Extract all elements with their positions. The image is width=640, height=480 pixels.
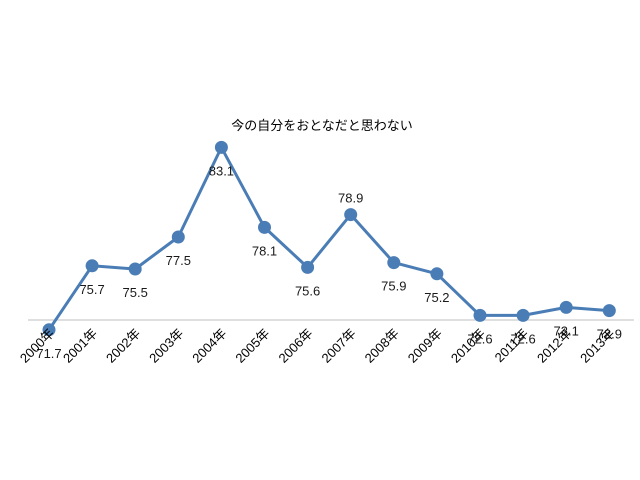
data-point bbox=[344, 208, 358, 222]
data-point bbox=[258, 220, 271, 234]
data-label: 78.9 bbox=[338, 191, 363, 206]
data-point bbox=[171, 230, 185, 244]
data-point bbox=[430, 267, 444, 281]
data-label: 83.1 bbox=[209, 163, 234, 178]
data-point bbox=[473, 308, 487, 322]
data-point bbox=[602, 304, 616, 318]
x-tick-label: 2001年 bbox=[60, 326, 100, 366]
data-label: 72.9 bbox=[597, 327, 622, 342]
data-point bbox=[301, 260, 315, 274]
chart-title: 今の自分をおとなだと思わない bbox=[231, 118, 413, 134]
data-point bbox=[559, 300, 573, 314]
x-tick-label: 2005年 bbox=[232, 326, 272, 366]
x-tick-label: 2004年 bbox=[189, 326, 229, 366]
data-label: 75.6 bbox=[295, 283, 320, 298]
data-point bbox=[214, 140, 228, 154]
x-tick-label: 2009年 bbox=[405, 326, 445, 366]
data-label: 75.9 bbox=[381, 279, 406, 294]
series-line bbox=[47, 145, 610, 331]
data-label: 75.5 bbox=[123, 285, 148, 300]
data-label: 72.6 bbox=[510, 331, 535, 346]
x-tick-label: 2006年 bbox=[275, 326, 315, 366]
data-labels: 71.7 75.7 75.5 77.5 83.1 78.1 75.6 78.9 75.9 75.2… bbox=[36, 163, 622, 360]
series-group bbox=[42, 140, 616, 337]
x-tick-label: 2007年 bbox=[319, 326, 359, 366]
x-tick-label: 2002年 bbox=[103, 326, 143, 366]
x-tick-label: 2008年 bbox=[362, 326, 402, 366]
data-point bbox=[516, 308, 530, 322]
data-point bbox=[387, 256, 401, 270]
data-label: 72.6 bbox=[467, 331, 492, 346]
data-label: 78.1 bbox=[252, 243, 277, 258]
data-label: 77.5 bbox=[166, 253, 191, 268]
data-label: 75.7 bbox=[79, 282, 104, 297]
data-label: 73.1 bbox=[554, 323, 579, 338]
data-point bbox=[128, 262, 142, 276]
data-point bbox=[42, 323, 56, 337]
x-tick-label: 2003年 bbox=[146, 326, 186, 366]
data-label: 75.2 bbox=[424, 290, 449, 305]
data-label: 71.7 bbox=[36, 346, 61, 361]
data-point bbox=[85, 259, 99, 273]
